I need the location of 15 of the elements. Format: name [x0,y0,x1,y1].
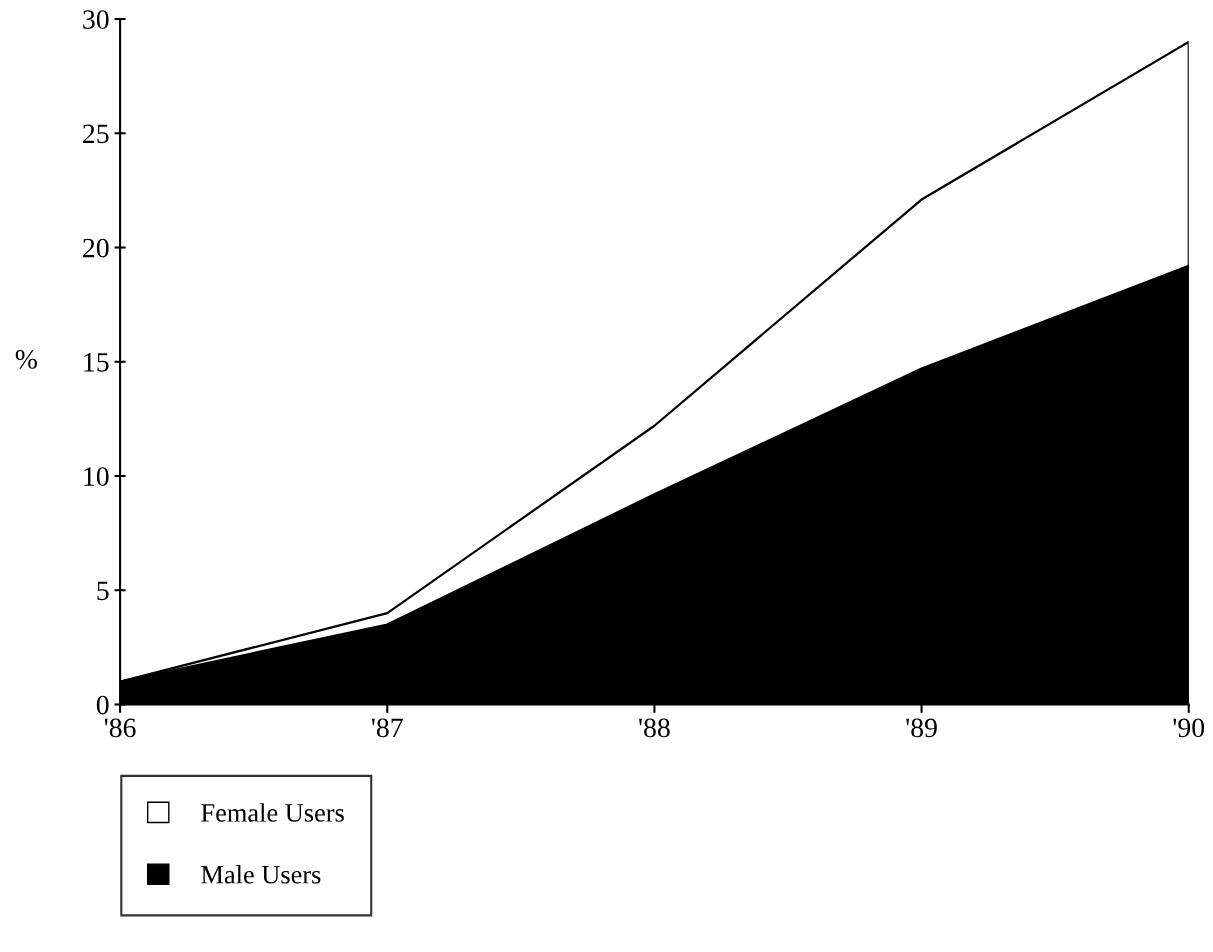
y-tick-label: 30 [83,10,109,29]
y-tick-label: 5 [97,581,109,601]
legend-label: Male Users [201,865,321,884]
x-tick-label: '89 [906,718,937,738]
x-tick-label: '87 [372,718,403,738]
y-tick-label: 15 [84,353,109,372]
legend-label: Female Users [201,803,344,822]
y-axis-title: % [15,349,37,369]
y-tick-label: 0 [96,695,109,715]
y-tick-label: 10 [84,467,109,486]
x-tick-label: '88 [639,718,670,738]
y-tick-label: 25 [83,124,109,144]
x-tick-label: '90 [1173,718,1205,738]
y-tick-label: 20 [83,238,109,258]
x-tick-label: '86 [104,718,136,738]
